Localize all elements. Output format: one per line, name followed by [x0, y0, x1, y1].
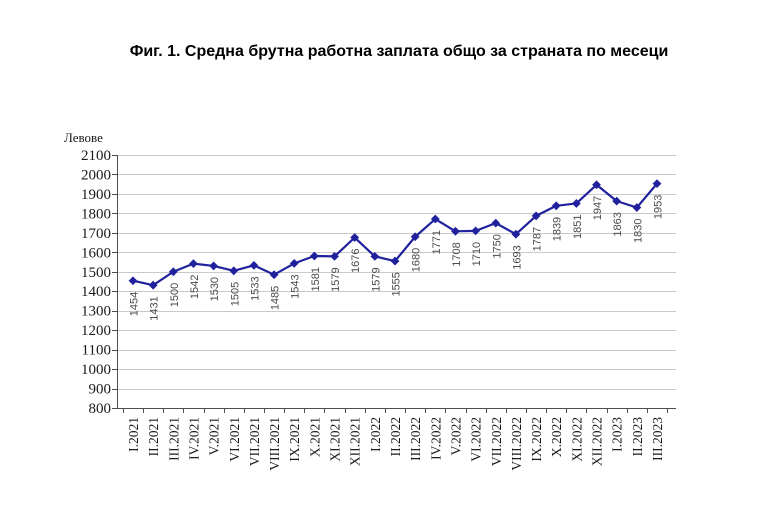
data-label: 1947	[592, 196, 604, 220]
x-axis-label: II.2023	[630, 417, 645, 457]
data-label: 1581	[310, 267, 322, 291]
data-point-marker	[390, 256, 400, 266]
data-label: 1708	[451, 242, 463, 266]
y-axis-label: 2100	[81, 148, 111, 164]
data-point-marker	[128, 276, 138, 286]
y-axis-label: 1100	[82, 343, 111, 359]
data-point-marker	[531, 211, 541, 221]
data-label: 1839	[552, 217, 564, 241]
x-axis-label: I.2022	[368, 417, 383, 452]
x-axis-label: I.2021	[126, 417, 141, 452]
data-point-marker	[168, 267, 178, 277]
y-axis-label: 1600	[81, 245, 111, 261]
data-label: 1771	[431, 230, 443, 254]
x-axis-label: II.2022	[388, 417, 403, 456]
data-point-marker	[410, 232, 420, 242]
y-axis-label: 800	[89, 401, 112, 417]
data-point-marker	[511, 229, 521, 239]
y-axis-label: 1200	[81, 323, 111, 339]
y-axis-label: 1500	[81, 265, 111, 281]
data-label: 1579	[330, 267, 342, 291]
data-label: 1505	[229, 282, 241, 306]
y-axis-label: 1700	[81, 226, 111, 242]
x-axis-label: XI.2022	[569, 417, 584, 462]
data-point-marker	[269, 270, 279, 280]
data-point-marker	[592, 180, 601, 190]
x-axis-label: VI.2022	[469, 417, 484, 462]
x-axis-label: III.2021	[166, 417, 181, 461]
data-label: 1680	[411, 248, 423, 272]
data-point-marker	[632, 203, 642, 212]
x-axis-label: III.2023	[650, 417, 665, 461]
data-point-marker	[612, 196, 622, 206]
x-axis-label: VIII.2021	[267, 417, 282, 471]
data-point-marker	[350, 233, 360, 242]
data-label: 1454	[129, 292, 141, 316]
y-axis-label: 1400	[81, 284, 111, 300]
data-label: 1500	[169, 283, 181, 307]
x-axis-label: IX.2022	[529, 417, 544, 462]
x-axis-label: XII.2022	[590, 417, 605, 466]
x-axis-label: VI.2021	[227, 417, 242, 462]
chart-title: Фиг. 1. Средна брутна работна заплата об…	[129, 43, 669, 60]
x-axis-label: IX.2021	[287, 417, 302, 462]
data-point-marker	[289, 259, 299, 268]
x-axis-label: IV.2022	[428, 417, 443, 460]
x-axis-label: X.2021	[307, 417, 322, 457]
data-label: 1530	[209, 277, 221, 301]
data-point-marker	[189, 259, 198, 268]
data-point-marker	[430, 214, 440, 224]
data-point-marker	[370, 251, 380, 261]
data-label: 1542	[189, 275, 201, 299]
x-axis-label: IV.2021	[186, 417, 201, 460]
data-label: 1787	[532, 227, 544, 251]
x-axis-label: III.2022	[408, 417, 423, 461]
x-axis-label: I.2023	[610, 417, 625, 452]
x-axis-label: VIII.2022	[509, 417, 524, 471]
x-axis-label: X.2022	[549, 417, 564, 457]
x-axis-label: VII.2022	[489, 417, 504, 466]
x-axis-label: XI.2021	[328, 417, 343, 462]
data-point-marker	[551, 201, 561, 211]
data-label: 1485	[270, 286, 282, 310]
y-axis-label: 1300	[81, 304, 111, 320]
y-axis-label: 1800	[81, 206, 111, 222]
data-point-marker	[309, 251, 319, 261]
data-label: 1431	[149, 296, 161, 320]
data-point-marker	[451, 226, 460, 236]
x-axis-label: V.2021	[207, 417, 222, 455]
data-point-marker	[471, 226, 481, 236]
data-point-marker	[249, 260, 259, 270]
x-axis-label: V.2022	[448, 417, 463, 455]
data-point-marker	[652, 179, 662, 189]
data-label: 1555	[391, 272, 403, 296]
x-axis-label: II.2021	[146, 417, 161, 456]
x-axis-label: VII.2021	[247, 417, 262, 466]
data-point-marker	[491, 218, 501, 228]
data-label: 1953	[653, 195, 665, 219]
y-axis-label: 900	[89, 382, 112, 398]
x-axis-label: XII.2021	[348, 417, 363, 466]
data-label: 1693	[511, 245, 523, 269]
y-axis-label: 1000	[81, 362, 111, 378]
data-label: 1851	[572, 214, 584, 238]
data-point-marker	[330, 251, 339, 261]
y-axis-label: 2000	[81, 167, 111, 183]
data-label: 1863	[612, 212, 624, 236]
data-point-marker	[229, 266, 239, 276]
data-label: 1533	[249, 276, 261, 300]
data-label: 1710	[471, 242, 483, 266]
data-label: 1579	[370, 267, 382, 291]
data-label: 1830	[632, 219, 644, 243]
data-label: 1750	[491, 234, 503, 258]
data-point-marker	[571, 199, 581, 208]
data-point-marker	[209, 261, 219, 271]
y-axis-unit-label: Левове	[64, 130, 103, 145]
data-label: 1543	[290, 274, 302, 298]
data-label: 1676	[350, 249, 362, 273]
y-axis-label: 1900	[81, 187, 111, 203]
data-point-marker	[148, 280, 158, 290]
